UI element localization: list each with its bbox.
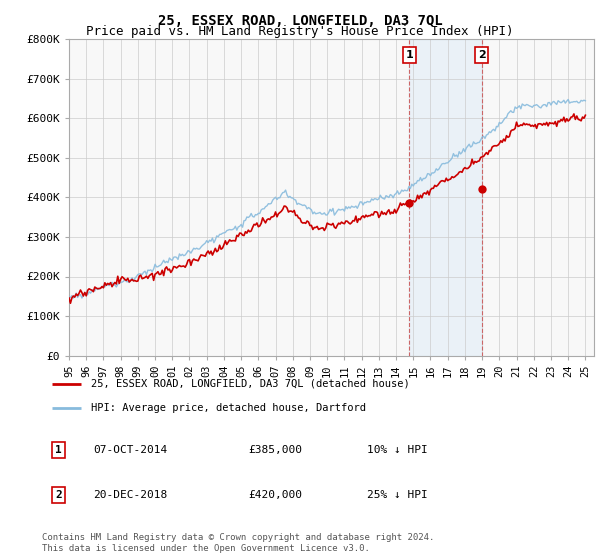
Text: £385,000: £385,000 bbox=[248, 445, 302, 455]
Bar bbox=[409, 39, 482, 356]
Text: 2: 2 bbox=[55, 490, 62, 500]
Text: Contains HM Land Registry data © Crown copyright and database right 2024.
This d: Contains HM Land Registry data © Crown c… bbox=[42, 533, 434, 553]
Text: 10% ↓ HPI: 10% ↓ HPI bbox=[367, 445, 428, 455]
Text: Price paid vs. HM Land Registry's House Price Index (HPI): Price paid vs. HM Land Registry's House … bbox=[86, 25, 514, 38]
Text: 25, ESSEX ROAD, LONGFIELD, DA3 7QL: 25, ESSEX ROAD, LONGFIELD, DA3 7QL bbox=[158, 14, 442, 28]
Text: 25, ESSEX ROAD, LONGFIELD, DA3 7QL (detached house): 25, ESSEX ROAD, LONGFIELD, DA3 7QL (deta… bbox=[91, 379, 410, 389]
Text: 2: 2 bbox=[478, 50, 485, 60]
Text: 25% ↓ HPI: 25% ↓ HPI bbox=[367, 490, 428, 500]
Text: 20-DEC-2018: 20-DEC-2018 bbox=[94, 490, 168, 500]
Text: £420,000: £420,000 bbox=[248, 490, 302, 500]
Text: 07-OCT-2014: 07-OCT-2014 bbox=[94, 445, 168, 455]
Text: 1: 1 bbox=[406, 50, 413, 60]
Text: 1: 1 bbox=[55, 445, 62, 455]
Text: HPI: Average price, detached house, Dartford: HPI: Average price, detached house, Dart… bbox=[91, 403, 366, 413]
